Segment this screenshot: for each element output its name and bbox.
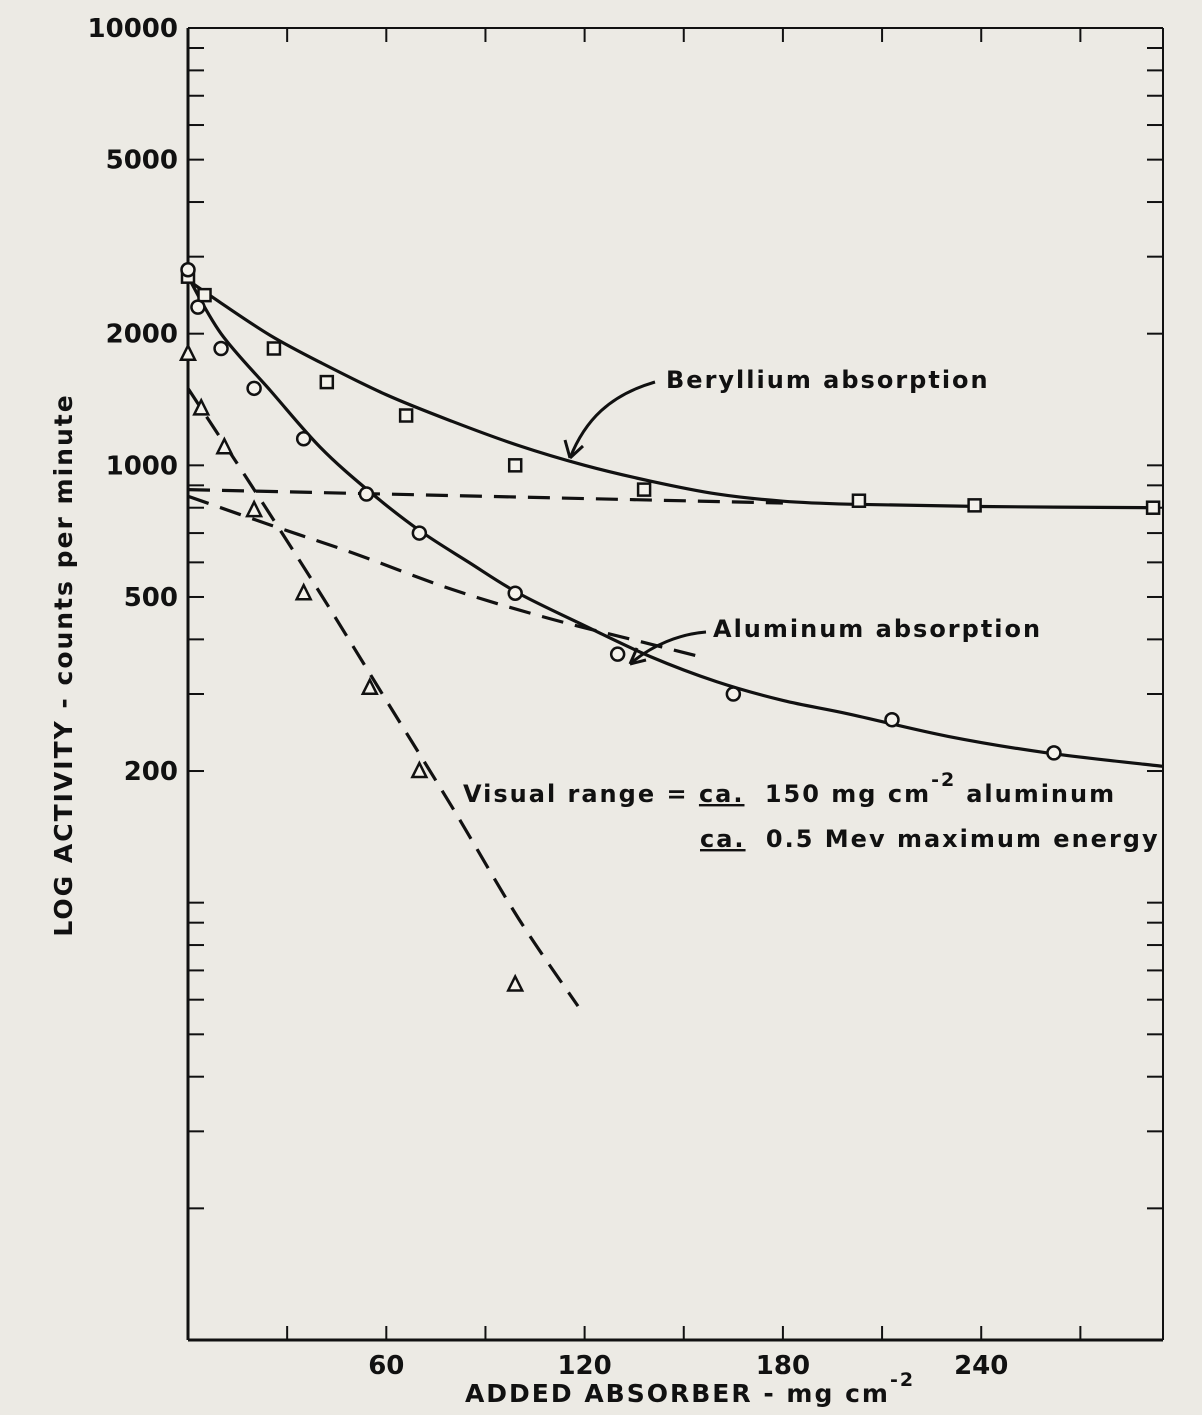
x-tick-label: 180 — [756, 1351, 810, 1381]
aluminum-label: Aluminum absorption — [713, 615, 1042, 643]
range-line1: 150 mg cm — [765, 780, 931, 808]
series-3-curve — [187, 488, 783, 505]
circle-marker — [213, 340, 229, 357]
circle-marker — [246, 380, 262, 397]
range-ca1: ca. — [699, 780, 745, 808]
range-line1-end: aluminum — [966, 780, 1116, 808]
aluminum-arrow — [629, 630, 707, 666]
circle-marker — [884, 711, 900, 728]
beryllium-arrow — [568, 380, 656, 459]
range-note-line1: Visual range = ca. 150 mg cm-2 aluminum — [463, 769, 1116, 808]
circle-marker — [295, 431, 312, 447]
x-tick-label: 240 — [954, 1351, 1008, 1381]
y-axis-title: LOG ACTIVITY - counts per minute — [49, 393, 78, 936]
x-axis-title-main: ADDED ABSORBER - mg cm — [465, 1379, 890, 1408]
circle-marker — [725, 686, 742, 702]
square-marker — [1145, 500, 1161, 515]
square-marker — [967, 498, 982, 513]
series-1-curve — [186, 275, 1164, 768]
series-4-curve — [187, 494, 701, 659]
y-tick-label: 500 — [124, 583, 178, 613]
triangle-marker — [294, 582, 313, 601]
tick-labels: 200 500 1000 2000 5000 10000 60 120 180 240 — [88, 14, 1009, 1381]
square-marker — [507, 458, 523, 473]
markers — [178, 262, 1161, 992]
triangle-marker — [178, 342, 198, 361]
square-marker — [636, 482, 652, 497]
beryllium-label: Beryllium absorption — [666, 366, 990, 394]
range-prefix: Visual range = — [463, 780, 689, 808]
circle-marker — [507, 585, 523, 601]
triangle-marker — [360, 676, 379, 696]
series-0-curve — [187, 278, 1154, 510]
square-marker — [266, 341, 282, 356]
series-2-curve — [186, 387, 580, 1008]
triangle-marker — [215, 436, 234, 455]
triangle-marker — [410, 760, 429, 779]
y-tick-label: 2000 — [106, 320, 178, 350]
square-marker — [319, 374, 335, 390]
triangle-marker — [245, 499, 264, 518]
square-marker — [197, 287, 212, 303]
square-marker — [851, 493, 867, 508]
y-tick-label: 10000 — [88, 14, 178, 44]
x-axis-title-sup: -2 — [890, 1369, 915, 1391]
x-tick-label: 120 — [557, 1351, 611, 1381]
x-tick-label: 60 — [368, 1351, 404, 1381]
y-tick-label: 200 — [124, 757, 178, 787]
circle-marker — [190, 299, 206, 315]
curves — [186, 275, 1164, 1008]
circle-marker — [609, 646, 626, 662]
beryllium-arrowhead — [563, 439, 585, 460]
circle-marker — [411, 525, 428, 541]
x-axis-title: ADDED ABSORBER - mg cm-2 — [465, 1369, 915, 1408]
circle-marker — [1046, 745, 1062, 761]
y-tick-label: 5000 — [106, 146, 178, 176]
aluminum-arrowhead — [628, 647, 647, 666]
axes — [186, 27, 1164, 1342]
triangle-marker — [192, 397, 211, 416]
range-sup: -2 — [931, 769, 956, 791]
square-marker — [398, 408, 414, 423]
range-ca2: ca. — [700, 825, 746, 853]
triangle-marker — [506, 973, 525, 992]
y-tick-label: 1000 — [106, 451, 178, 481]
range-note-line2: ca. 0.5 Mev maximum energy — [700, 825, 1160, 853]
circle-marker — [180, 262, 196, 278]
range-line2: 0.5 Mev maximum energy — [766, 825, 1160, 853]
circle-marker — [358, 486, 375, 502]
